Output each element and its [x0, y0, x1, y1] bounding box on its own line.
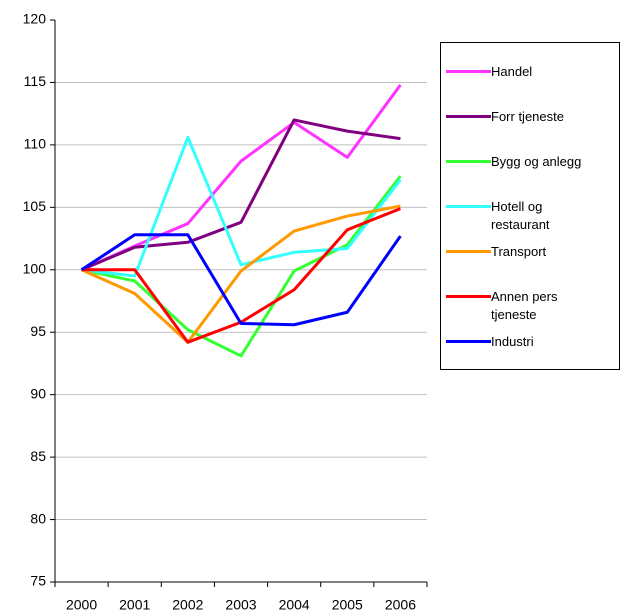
x-tick-label: 2004 — [279, 597, 310, 613]
series-line — [81, 135, 402, 278]
x-tick-label: 2001 — [119, 597, 150, 613]
legend: Handel Forr tjeneste Bygg og anlegg Hotell … — [440, 42, 620, 370]
y-tick-label: 75 — [30, 573, 46, 589]
legend-label: Forr tjeneste — [491, 109, 564, 124]
x-tick-label: 2006 — [385, 597, 416, 613]
legend-label: Bygg og anlegg — [491, 154, 582, 169]
y-tick-label: 115 — [24, 73, 47, 89]
legend-swatch — [446, 205, 491, 208]
y-tick-label: 105 — [23, 198, 47, 214]
legend-label: Annen pers tjeneste — [491, 289, 558, 322]
legend-entry: Hotell og restaurant — [441, 198, 619, 243]
legend-swatch — [446, 340, 491, 343]
y-tick-label: 95 — [30, 323, 46, 339]
y-tick-label: 85 — [30, 448, 46, 464]
legend-label: Industri — [491, 334, 534, 349]
legend-entry: Industri — [441, 333, 619, 378]
x-tick-label: 2000 — [66, 597, 97, 613]
legend-swatch — [446, 160, 491, 163]
y-tick-label: 120 — [23, 11, 47, 27]
legend-swatch — [446, 115, 491, 118]
series-line — [81, 175, 402, 358]
legend-swatch — [446, 250, 491, 253]
legend-entry: Bygg og anlegg — [441, 153, 619, 198]
legend-label: Handel — [491, 64, 533, 79]
x-tick-label: 2003 — [225, 597, 256, 613]
y-tick-label: 90 — [30, 385, 46, 401]
x-tick-label: 2005 — [332, 597, 363, 613]
legend-label: Transport — [491, 244, 547, 259]
legend-label: Hotell og restaurant — [491, 199, 550, 232]
legend-entry: Transport — [441, 243, 619, 288]
y-tick-label: 100 — [23, 260, 47, 276]
series-line — [80, 118, 401, 272]
legend-entry: Forr tjeneste — [441, 108, 619, 153]
legend-swatch — [446, 70, 491, 73]
y-tick-label: 80 — [30, 510, 46, 526]
y-tick-label: 110 — [24, 136, 47, 152]
legend-entry: Handel — [441, 63, 619, 108]
legend-swatch — [446, 295, 491, 298]
legend-entry: Annen pers tjeneste — [441, 288, 619, 333]
x-tick-label: 2002 — [172, 597, 203, 613]
series-line — [80, 233, 402, 327]
series-line — [80, 204, 401, 344]
